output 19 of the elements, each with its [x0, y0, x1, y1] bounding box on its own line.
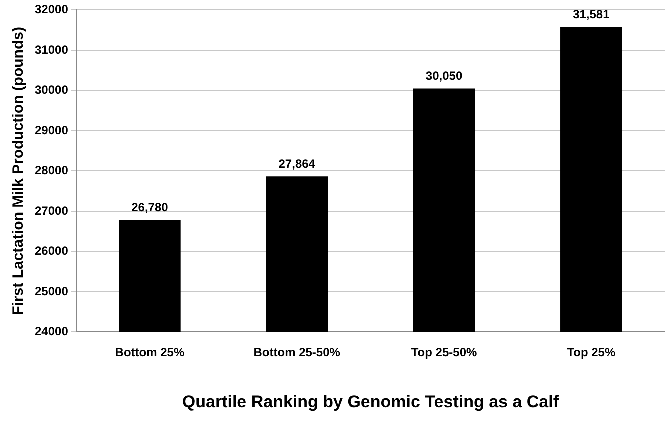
data-label: 30,050	[426, 69, 463, 83]
data-label: 26,780	[132, 200, 169, 215]
y-tick-label: 26000	[34, 244, 69, 258]
x-tick-label: Top 25%	[567, 346, 616, 360]
y-tick-label: 24000	[34, 324, 69, 339]
data-label: 27,864	[278, 156, 316, 171]
x-tick-label: Bottom 25-50%	[254, 346, 341, 360]
y-axis-title: First Lactation Milk Production (pounds)	[10, 27, 28, 316]
y-tick-label: 30000	[34, 83, 69, 98]
y-tick-label: 31000	[34, 42, 69, 57]
x-tick-label: Bottom 25%	[115, 346, 185, 360]
y-tick-label: 25000	[34, 284, 69, 298]
data-label: 31,581	[573, 7, 610, 22]
y-tick-label: 32000	[34, 2, 69, 17]
y-tick-label: 27000	[34, 204, 69, 218]
y-tick-label: 29000	[34, 123, 69, 138]
x-axis-title: Quartile Ranking by Genomic Testing as a Calf	[182, 392, 560, 412]
y-tick-label: 28000	[34, 164, 69, 178]
x-tick-label: Top 25-50%	[411, 346, 478, 360]
